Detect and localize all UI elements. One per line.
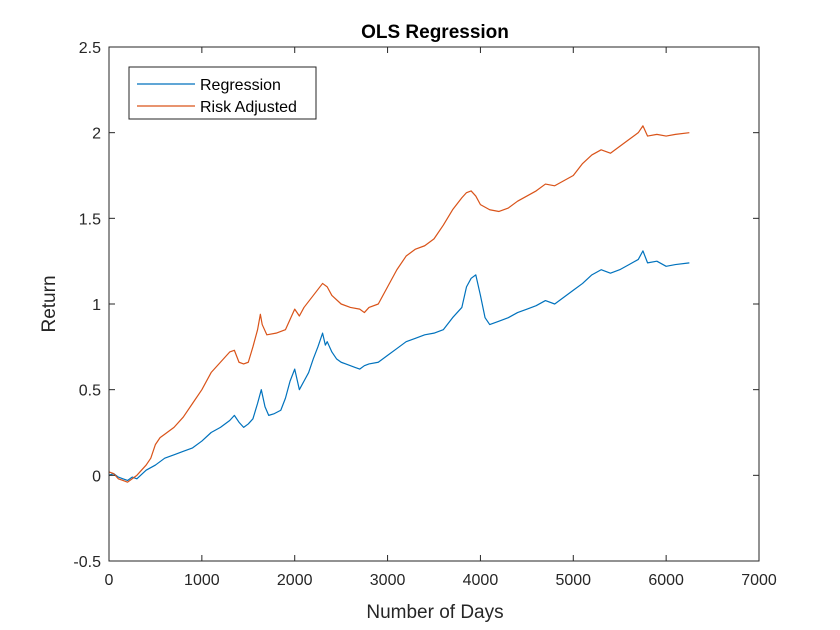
series-group xyxy=(108,125,690,483)
series-line-risk-adjusted xyxy=(108,125,690,483)
x-tick-label: 6000 xyxy=(648,572,684,589)
x-tick-label: 3000 xyxy=(370,572,406,589)
legend-label: Risk Adjusted xyxy=(200,99,297,116)
y-tick-label: 1.5 xyxy=(79,211,101,228)
chart-title: OLS Regression xyxy=(361,22,509,43)
x-axis-label: Number of Days xyxy=(366,602,503,623)
legend: Regression Risk Adjusted xyxy=(128,66,317,120)
y-tick-label: 0.5 xyxy=(79,383,101,400)
legend-box xyxy=(128,66,317,120)
y-axis-ticks: -0.5 0 0.5 1 1.5 2 2.5 xyxy=(73,40,759,571)
x-tick-label: 1000 xyxy=(184,572,220,589)
x-tick-label: 2000 xyxy=(277,572,313,589)
legend-label: Regression xyxy=(200,77,281,94)
y-tick-label: 1 xyxy=(92,297,101,314)
y-tick-label: 2.5 xyxy=(79,40,101,57)
x-tick-label: 7000 xyxy=(741,572,777,589)
y-tick-label: 0 xyxy=(92,468,101,485)
x-tick-label: 4000 xyxy=(463,572,499,589)
x-tick-label: 5000 xyxy=(555,572,591,589)
y-tick-label: 2 xyxy=(92,126,101,143)
y-tick-label: -0.5 xyxy=(73,554,101,571)
x-tick-label: 0 xyxy=(105,572,114,589)
series-line-regression xyxy=(108,250,690,482)
y-axis-label: Return xyxy=(39,275,60,332)
x-axis-ticks: 0 1000 2000 3000 4000 5000 6000 7000 xyxy=(105,47,777,589)
plot-background xyxy=(109,47,759,561)
plot-area: 0 1000 2000 3000 4000 5000 6000 7000-0.500.511.… xyxy=(73,40,776,589)
